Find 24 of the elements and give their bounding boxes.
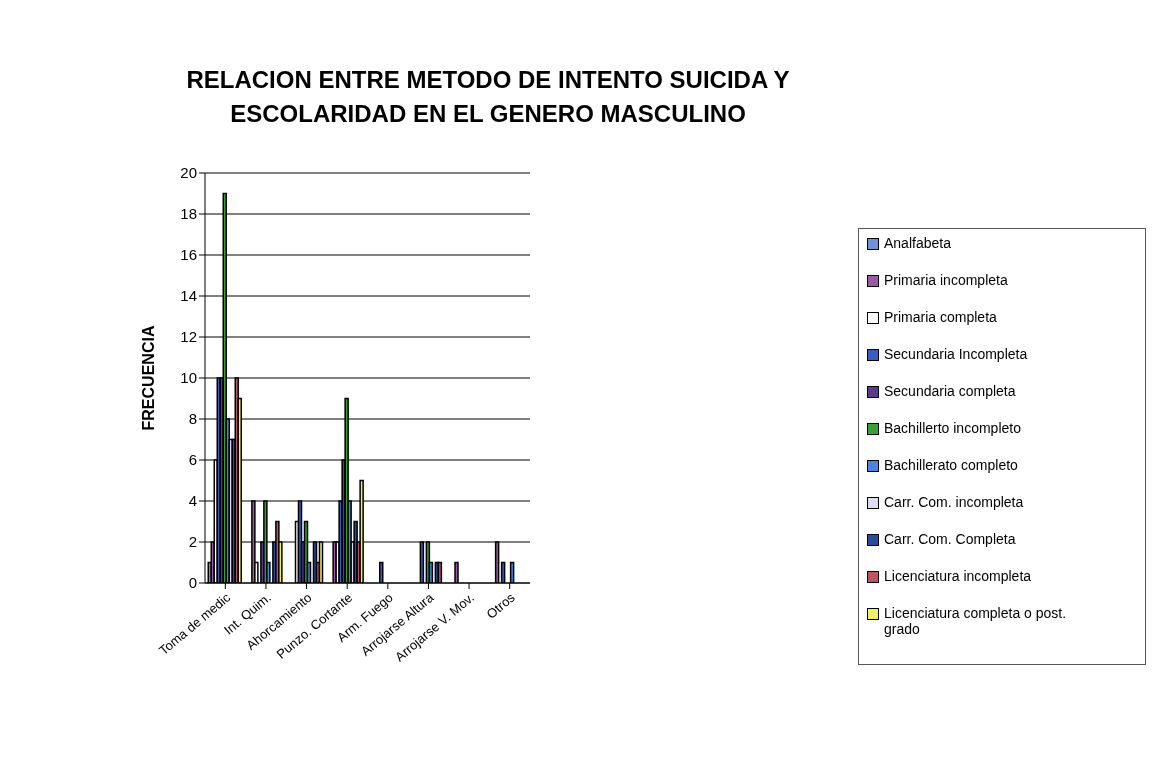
- legend-label: Analfabeta: [884, 235, 952, 251]
- legend-label: Secundaria completa: [884, 383, 1017, 399]
- legend-label: Bachillerato completo: [884, 457, 1019, 473]
- y-tick-label: 4: [188, 492, 197, 510]
- legend-label: Licenciatura completa o post. grado: [884, 605, 1068, 637]
- y-tick-label: 2: [188, 533, 197, 551]
- y-tick-label: 10: [180, 369, 197, 387]
- y-tick-label: 18: [180, 205, 197, 223]
- y-axis-title: FRECUENCIA: [139, 325, 157, 431]
- y-tick-label: 20: [180, 164, 197, 182]
- legend-label: Carr. Com. Completa: [884, 531, 1017, 547]
- legend-label: Carr. Com. incompleta: [884, 494, 1025, 510]
- legend-label: Secundaria Incompleta: [884, 346, 1029, 362]
- legend-label: Bachillerto incompleto: [884, 420, 1022, 436]
- y-tick-label: 12: [180, 328, 197, 346]
- legend-label: Primaria incompleta: [884, 272, 1009, 288]
- y-tick-label: 16: [180, 246, 197, 264]
- y-tick-label: 0: [188, 574, 197, 592]
- legend-label: Licenciatura incompleta: [884, 568, 1033, 584]
- y-tick-label: 6: [188, 451, 197, 469]
- chart-title: RELACION ENTRE METODO DE INTENTO SUICIDA Y ESCOLARIDAD EN EL GENERO MASCULINO: [185, 65, 791, 129]
- y-tick-label: 14: [180, 287, 197, 305]
- y-tick-label: 8: [188, 410, 197, 428]
- legend-label: Primaria completa: [884, 309, 998, 325]
